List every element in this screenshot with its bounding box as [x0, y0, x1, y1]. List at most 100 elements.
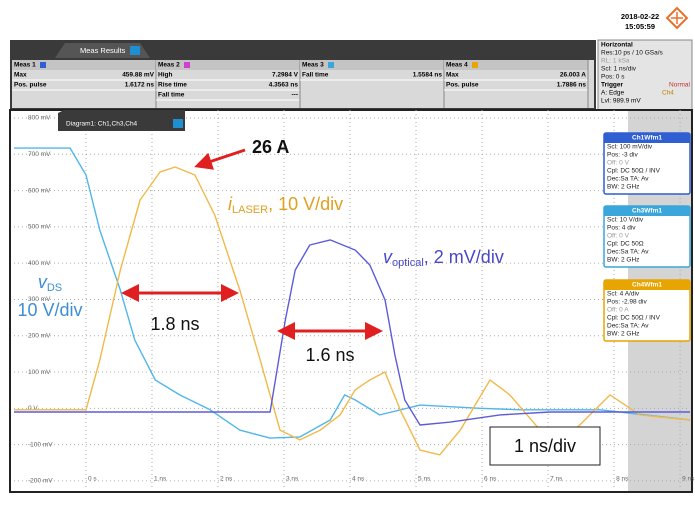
meas-header-row — [12, 60, 156, 70]
meas-label: High — [158, 72, 172, 79]
trigger-edge: A: Edge — [601, 90, 625, 97]
meas-tab[interactable] — [55, 43, 150, 58]
meas-value: 1.6172 ns — [125, 82, 155, 89]
x-tick-label: 9 ns — [682, 476, 695, 483]
y-tick-label: 700 mV — [28, 151, 51, 158]
channel-title: Ch4Wfm1 — [632, 282, 662, 289]
meas-header-row — [444, 60, 588, 70]
channel-line: BW: 2 GHz — [607, 184, 639, 191]
waveform — [14, 147, 691, 439]
close-button[interactable] — [130, 46, 140, 55]
channel-title: Ch3Wfm1 — [632, 208, 662, 215]
date: 2018-02-22 — [621, 12, 659, 21]
trigger-source: Ch4 — [662, 90, 674, 97]
annotation-sub: DS — [47, 282, 62, 294]
x-tick-label: 8 ns — [616, 476, 629, 483]
waveform — [14, 166, 691, 456]
y-tick-label: 0 V — [28, 405, 38, 412]
diagram-tab[interactable] — [58, 110, 185, 131]
meas-label: Max — [14, 72, 27, 79]
meas-label: Pos. pulse — [446, 82, 479, 89]
meas-value: 7.2984 V — [272, 72, 299, 79]
meas-value: 26.003 A — [560, 72, 586, 79]
y-tick-label: 500 mV — [28, 224, 51, 231]
x-tick-label: 3 ns — [286, 476, 299, 483]
diagram-tab-label: Diagram1: Ch1,Ch3,Ch4 — [66, 121, 138, 128]
channel-line: Pos: -2.98 div — [607, 299, 647, 306]
horizontal-line: Res:10 ps / 10 GSa/s — [601, 50, 664, 57]
channel-line: Scl: 4 A/div — [607, 291, 640, 298]
horizontal-line: Pos: 0 s — [601, 74, 625, 81]
channel-line: Cpl: DC 50Ω / INV — [607, 315, 661, 322]
annotation-box — [489, 426, 601, 466]
meas-title: Meas 2 — [158, 62, 180, 69]
logo — [665, 6, 689, 30]
close-button[interactable] — [173, 119, 183, 128]
annotation: 10 V/div — [17, 300, 82, 320]
waveform — [14, 239, 690, 426]
channel-line: Dec:Sa TA: Av — [607, 249, 649, 256]
channel-title: Ch1Wfm1 — [632, 135, 662, 142]
horizontal-line: RL: 1 kSa — [601, 58, 630, 65]
annotation-main: i — [228, 194, 233, 214]
channel-header — [604, 133, 690, 143]
channel-line: Pos: 4 div — [607, 225, 636, 232]
x-tick-label: 1 ns — [154, 476, 167, 483]
horizontal-title: Horizontal — [601, 42, 633, 49]
meas-label: Fall time — [158, 92, 185, 99]
annotation: 1 ns/div — [514, 436, 576, 456]
x-tick-label: 2 ns — [220, 476, 233, 483]
annotation-main: v — [38, 272, 48, 292]
annotation-rest: , 2 mV/div — [424, 247, 504, 267]
annotation: vDS — [38, 272, 62, 294]
meas-title: Meas 4 — [446, 62, 468, 69]
trigger-title: Trigger — [601, 82, 624, 89]
y-tick-label: 300 mV — [28, 296, 51, 303]
y-tick-label: 200 mV — [28, 332, 51, 339]
meas-value: 459.88 mV — [122, 72, 154, 79]
y-tick-label: -200 mV — [28, 478, 53, 485]
annotation: voptical, 2 mV/div — [383, 247, 504, 269]
annotation: 1.6 ns — [305, 345, 354, 365]
meas-header-row — [156, 60, 300, 70]
meas-title: Meas 3 — [302, 62, 324, 69]
channel-line: BW: 2 GHz — [607, 331, 639, 338]
channel-line: Scl: 10 V/div — [607, 217, 644, 224]
meas-title: Meas 1 — [14, 62, 36, 69]
annotation-main: v — [383, 247, 393, 267]
annotation: 1.8 ns — [150, 314, 199, 334]
channel-line: BW: 2 GHz — [607, 257, 639, 264]
channel-line: Dec:Sa TA: Av — [607, 323, 649, 330]
meas-label: Pos. pulse — [14, 82, 47, 89]
horizontal-line: Scl: 1 ns/div — [601, 66, 637, 73]
meas-value: --- — [292, 92, 299, 99]
meas-value: 1.5584 ns — [413, 72, 443, 79]
channel-line: Off: 0 A — [607, 307, 629, 314]
y-tick-label: 600 mV — [28, 187, 51, 194]
meas-icon — [328, 62, 334, 68]
channel-header — [604, 280, 690, 290]
meas-value: 4.3563 ns — [269, 82, 299, 89]
y-tick-label: 800 mV — [28, 115, 51, 122]
meas-icon — [472, 62, 478, 68]
arrow — [194, 148, 246, 170]
y-tick-label: -100 mV — [28, 441, 53, 448]
channel-line: Scl: 100 mV/div — [607, 144, 653, 151]
trigger-mode: Normal — [669, 82, 691, 89]
trigger-level: Lvl: 989.9 mV — [601, 98, 641, 105]
x-tick-label: 5 ns — [418, 476, 431, 483]
meas-label: Rise time — [158, 82, 187, 89]
meas-value: 1.7886 ns — [557, 82, 587, 89]
channel-line: Off: 0 V — [607, 233, 630, 240]
meas-label: Fall time — [302, 72, 329, 79]
channel-line: Dec:Sa TA: Av — [607, 176, 649, 183]
x-tick-label: 4 ns — [352, 476, 365, 483]
channel-header — [604, 206, 690, 216]
meas-icon — [184, 62, 190, 68]
annotation-sub: optical — [392, 257, 424, 269]
y-tick-label: 400 mV — [28, 260, 51, 267]
x-tick-label: 7 ns — [550, 476, 563, 483]
channel-line: Cpl: DC 50Ω / INV — [607, 168, 661, 175]
meas-header-row — [300, 60, 444, 70]
